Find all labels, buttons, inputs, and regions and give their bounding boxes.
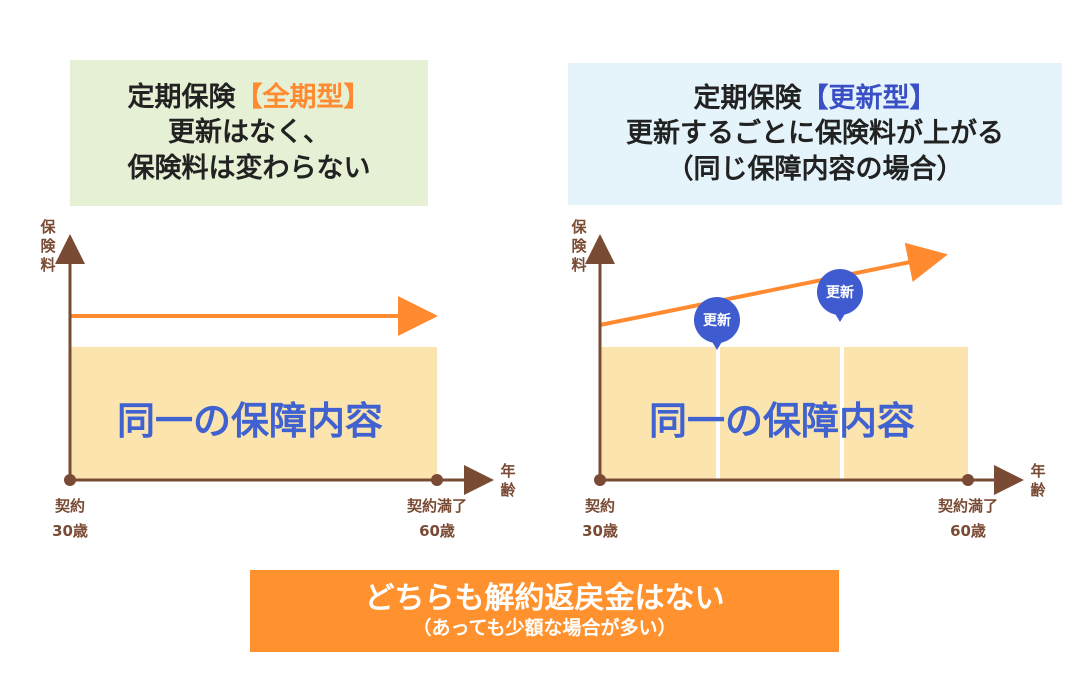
right-y-label-1: 保	[570, 218, 587, 236]
left-start-label-1: 契約	[54, 497, 85, 515]
right-title-line2: 更新するごとに保険料が上がる	[626, 118, 1004, 150]
right-title-line1: 定期保険【更新型】	[694, 81, 937, 116]
bottom-banner-main: どちらも解約返戻金はない	[364, 581, 725, 617]
left-y-label-2: 険	[40, 237, 56, 255]
right-start-dot	[594, 474, 606, 486]
right-start-label-2: 30歳	[582, 522, 618, 540]
right-panel-title: 定期保険【更新型】 更新するごとに保険料が上がる （同じ保障内容の場合）	[568, 63, 1062, 205]
left-start-label-2: 30歳	[52, 522, 88, 540]
left-title-line3: 保険料は変わらない	[127, 152, 371, 184]
left-x-label-2: 齢	[500, 481, 516, 499]
renewal-bubble-2: 更新	[817, 269, 863, 322]
left-coverage-label: 同一の保障内容	[117, 399, 383, 443]
right-end-label-1: 契約満了	[937, 497, 998, 515]
right-coverage-label: 同一の保障内容	[649, 399, 915, 443]
left-title-line1: 定期保険【全期型】	[128, 80, 371, 115]
bottom-banner-sub: （あっても少額な場合が多い）	[412, 616, 677, 639]
left-diagram: 同一の保障内容 保 険 料 年 齢 契約 30歳 契約満了 60歳	[39, 218, 516, 540]
right-title-type: 【更新型】	[801, 83, 937, 115]
right-x-label-2: 齢	[1030, 481, 1046, 499]
renewal-bubble-1: 更新	[694, 297, 740, 350]
left-panel-title: 定期保険【全期型】 更新はなく、 保険料は変わらない	[70, 60, 428, 206]
right-y-label-3: 料	[571, 256, 586, 274]
right-x-label-1: 年	[1030, 462, 1045, 480]
renewal-bubble-1-label: 更新	[703, 312, 731, 329]
left-y-label-3: 料	[40, 256, 55, 274]
right-title-line3: （同じ保障内容の場合）	[666, 153, 964, 185]
left-start-dot	[64, 474, 76, 486]
left-coverage-block	[70, 347, 437, 480]
left-y-label-1: 保	[39, 218, 56, 236]
right-start-label-1: 契約	[584, 497, 615, 515]
left-end-dot	[431, 474, 443, 486]
right-diagram: 同一の保障内容 更新 更新 保 険 料 年 齢 契約 30歳 契約満了 60歳	[570, 218, 1046, 540]
renewal-bubble-2-label: 更新	[826, 284, 854, 301]
right-coverage-block	[600, 347, 968, 480]
left-end-label-2: 60歳	[419, 522, 455, 540]
right-title-prefix: 定期保険	[693, 83, 802, 115]
left-title-type: 【全期型】	[235, 82, 371, 114]
left-title-line2: 更新はなく、	[168, 117, 330, 149]
left-end-label-1: 契約満了	[406, 497, 467, 515]
left-title-prefix: 定期保険	[127, 82, 236, 114]
right-y-label-2: 険	[571, 237, 587, 255]
bottom-banner: どちらも解約返戻金はない （あっても少額な場合が多い）	[250, 570, 839, 652]
right-premium-arrow	[599, 242, 948, 327]
right-end-dot	[962, 474, 974, 486]
right-end-label-2: 60歳	[950, 522, 986, 540]
left-x-label-1: 年	[500, 462, 515, 480]
